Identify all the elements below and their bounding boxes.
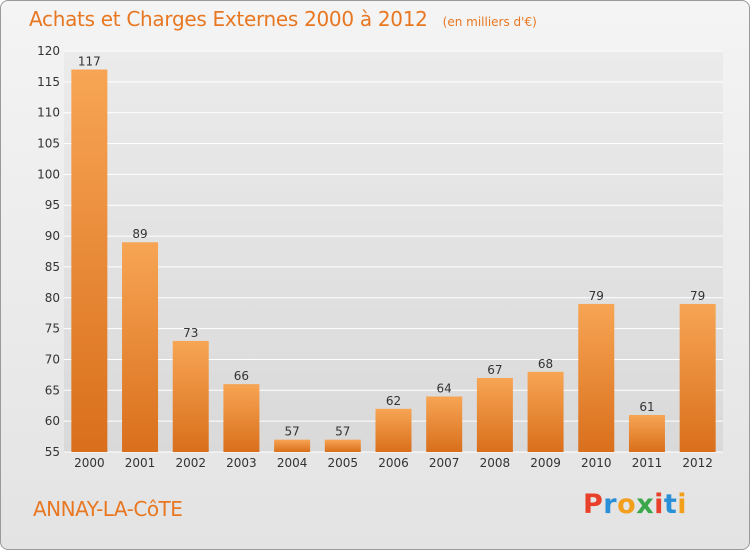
y-tick-label: 115 [37,75,60,89]
y-tick-label: 80 [45,291,60,305]
bar-2006[interactable] [375,408,412,452]
x-tick-label: 2005 [328,456,359,470]
bar-value-label: 61 [639,400,654,414]
bar-2007[interactable] [426,396,463,452]
x-tick-label: 2004 [277,456,308,470]
y-tick-label: 75 [45,322,60,336]
bar-value-label: 66 [234,369,249,383]
bar-2010[interactable] [578,303,615,452]
bar-value-label: 57 [284,425,299,439]
y-tick-label: 70 [45,352,60,366]
logo-letter: i [654,489,664,520]
y-tick-label: 95 [45,198,60,212]
bar-value-label: 79 [690,289,705,303]
plot-area [64,51,723,452]
bar-2002[interactable] [172,340,209,452]
chart-subtitle: (en milliers d'€) [442,15,537,29]
logo-letter: r [603,489,618,520]
bar-value-label: 57 [335,425,350,439]
bar-value-label: 117 [78,55,101,69]
x-tick-label: 2001 [125,456,156,470]
bar-value-label: 64 [437,381,452,395]
logo-letter: x [636,489,655,520]
x-tick-label: 2012 [682,456,713,470]
bar-value-label: 79 [589,289,604,303]
bar-2008[interactable] [476,377,513,452]
bar-value-label: 68 [538,357,553,371]
x-tick-label: 2010 [581,456,612,470]
y-tick-label: 85 [45,260,60,274]
x-tick-label: 2002 [175,456,206,470]
bar-2003[interactable] [223,384,260,452]
bar-2009[interactable] [527,371,564,452]
y-tick-label: 65 [45,383,60,397]
y-tick-label: 100 [37,167,60,181]
bar-value-label: 62 [386,394,401,408]
logo-letter: i [677,489,688,520]
logo-letter: P [583,489,604,520]
bar-2005[interactable] [324,439,361,452]
commune-name: ANNAY-LA-CôTE [33,497,183,521]
x-tick-label: 2003 [226,456,257,470]
proxiti-logo[interactable]: Proxiti [583,489,687,520]
y-tick-label: 105 [37,137,60,151]
y-tick-label: 110 [37,106,60,120]
y-tick-label: 55 [45,445,60,459]
y-tick-label: 120 [37,44,60,58]
x-tick-label: 2009 [530,456,561,470]
x-tick-label: 2000 [74,456,105,470]
x-tick-label: 2007 [429,456,460,470]
bar-2011[interactable] [628,414,665,452]
chart-title: Achats et Charges Externes 2000 à 2012 [29,7,428,31]
title-row: Achats et Charges Externes 2000 à 2012 (… [29,7,537,31]
bar-value-label: 73 [183,326,198,340]
bar-2012[interactable] [679,303,716,452]
x-tick-label: 2006 [378,456,409,470]
logo-letter: t [663,489,678,520]
x-tick-label: 2008 [480,456,511,470]
bar-2004[interactable] [274,439,311,452]
bar-value-label: 67 [487,363,502,377]
logo-letter: o [617,489,637,520]
bar-value-label: 89 [132,227,147,241]
y-tick-label: 90 [45,229,60,243]
bar-2000[interactable] [71,69,108,452]
y-tick-label: 60 [45,414,60,428]
x-tick-label: 2011 [632,456,663,470]
bar-2001[interactable] [122,242,159,452]
